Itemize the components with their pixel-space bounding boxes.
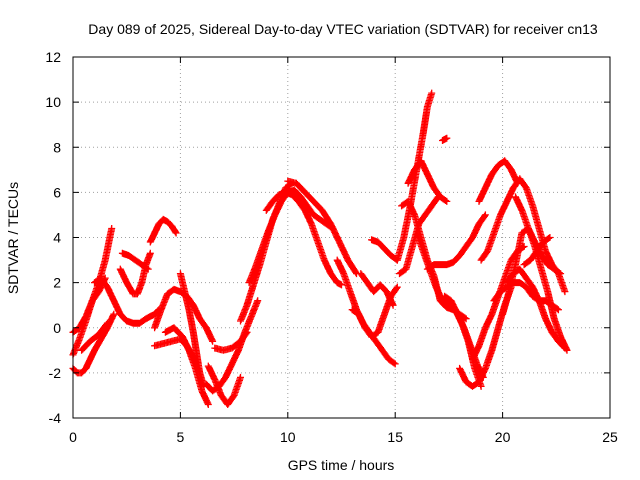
y-axis-label: SDTVAR / TECUs	[5, 182, 21, 294]
y-tick-label: 8	[53, 139, 61, 155]
series-arc12	[176, 270, 206, 390]
x-tick-label: 25	[602, 429, 618, 445]
series-arc18	[262, 188, 345, 289]
marker-trace	[333, 256, 399, 368]
data-markers	[69, 89, 571, 408]
series-arc5	[91, 274, 163, 327]
series-arc26	[404, 157, 451, 205]
marker-trace	[512, 193, 565, 278]
x-axis-label: GPS time / hours	[288, 457, 395, 473]
marker-trace	[439, 134, 451, 144]
marker-trace	[176, 270, 206, 390]
y-tick-label: 6	[53, 184, 61, 200]
chart-title: Day 089 of 2025, Sidereal Day-to-day VTE…	[88, 21, 598, 37]
x-tick-label: 5	[177, 429, 185, 445]
y-tick-label: 4	[53, 230, 61, 246]
series-arc17	[245, 186, 337, 287]
series-arc19	[284, 177, 360, 278]
marker-trace	[262, 188, 345, 289]
y-tick-label: 10	[45, 94, 61, 110]
marker-trace	[116, 249, 154, 298]
y-tick-label: 12	[45, 49, 61, 65]
marker-trace	[91, 274, 163, 327]
series-arc8	[146, 215, 180, 246]
axis-ticks: 0 5 10 15 20 25 -4 -2 0 2 4 6 8 10 12	[45, 49, 618, 445]
series-arc4	[78, 319, 111, 354]
y-tick-label: -4	[49, 410, 62, 426]
series-arc30	[439, 134, 451, 144]
series-arc29	[423, 211, 489, 273]
series-arc38	[503, 265, 569, 352]
marker-trace	[284, 177, 360, 278]
series-arc20	[333, 256, 399, 368]
marker-trace	[161, 324, 212, 408]
series-arc15	[211, 328, 251, 354]
series-arc16	[237, 179, 296, 325]
y-tick-label: -2	[49, 365, 62, 381]
marker-trace	[404, 157, 451, 205]
series-arc39	[512, 193, 565, 278]
y-tick-label: 2	[53, 275, 61, 291]
series-arc11	[161, 324, 212, 408]
x-tick-label: 0	[69, 429, 77, 445]
marker-trace	[348, 283, 401, 341]
x-tick-label: 20	[495, 429, 511, 445]
marker-trace	[520, 234, 554, 269]
marker-trace	[237, 179, 296, 325]
marker-trace	[423, 211, 489, 273]
marker-trace	[503, 265, 569, 352]
marker-trace	[475, 157, 522, 205]
x-tick-label: 15	[387, 429, 403, 445]
marker-trace	[211, 328, 251, 354]
series-arc22	[357, 270, 397, 309]
marker-trace	[245, 186, 337, 287]
marker-trace	[78, 319, 111, 354]
marker-trace	[357, 270, 397, 309]
y-tick-label: 0	[53, 320, 61, 336]
x-tick-label: 10	[280, 429, 296, 445]
series-arc7	[116, 249, 154, 298]
marker-trace	[146, 215, 180, 246]
series-arc40	[520, 234, 554, 269]
series-arc21	[348, 283, 401, 341]
series-arc33	[475, 157, 522, 205]
